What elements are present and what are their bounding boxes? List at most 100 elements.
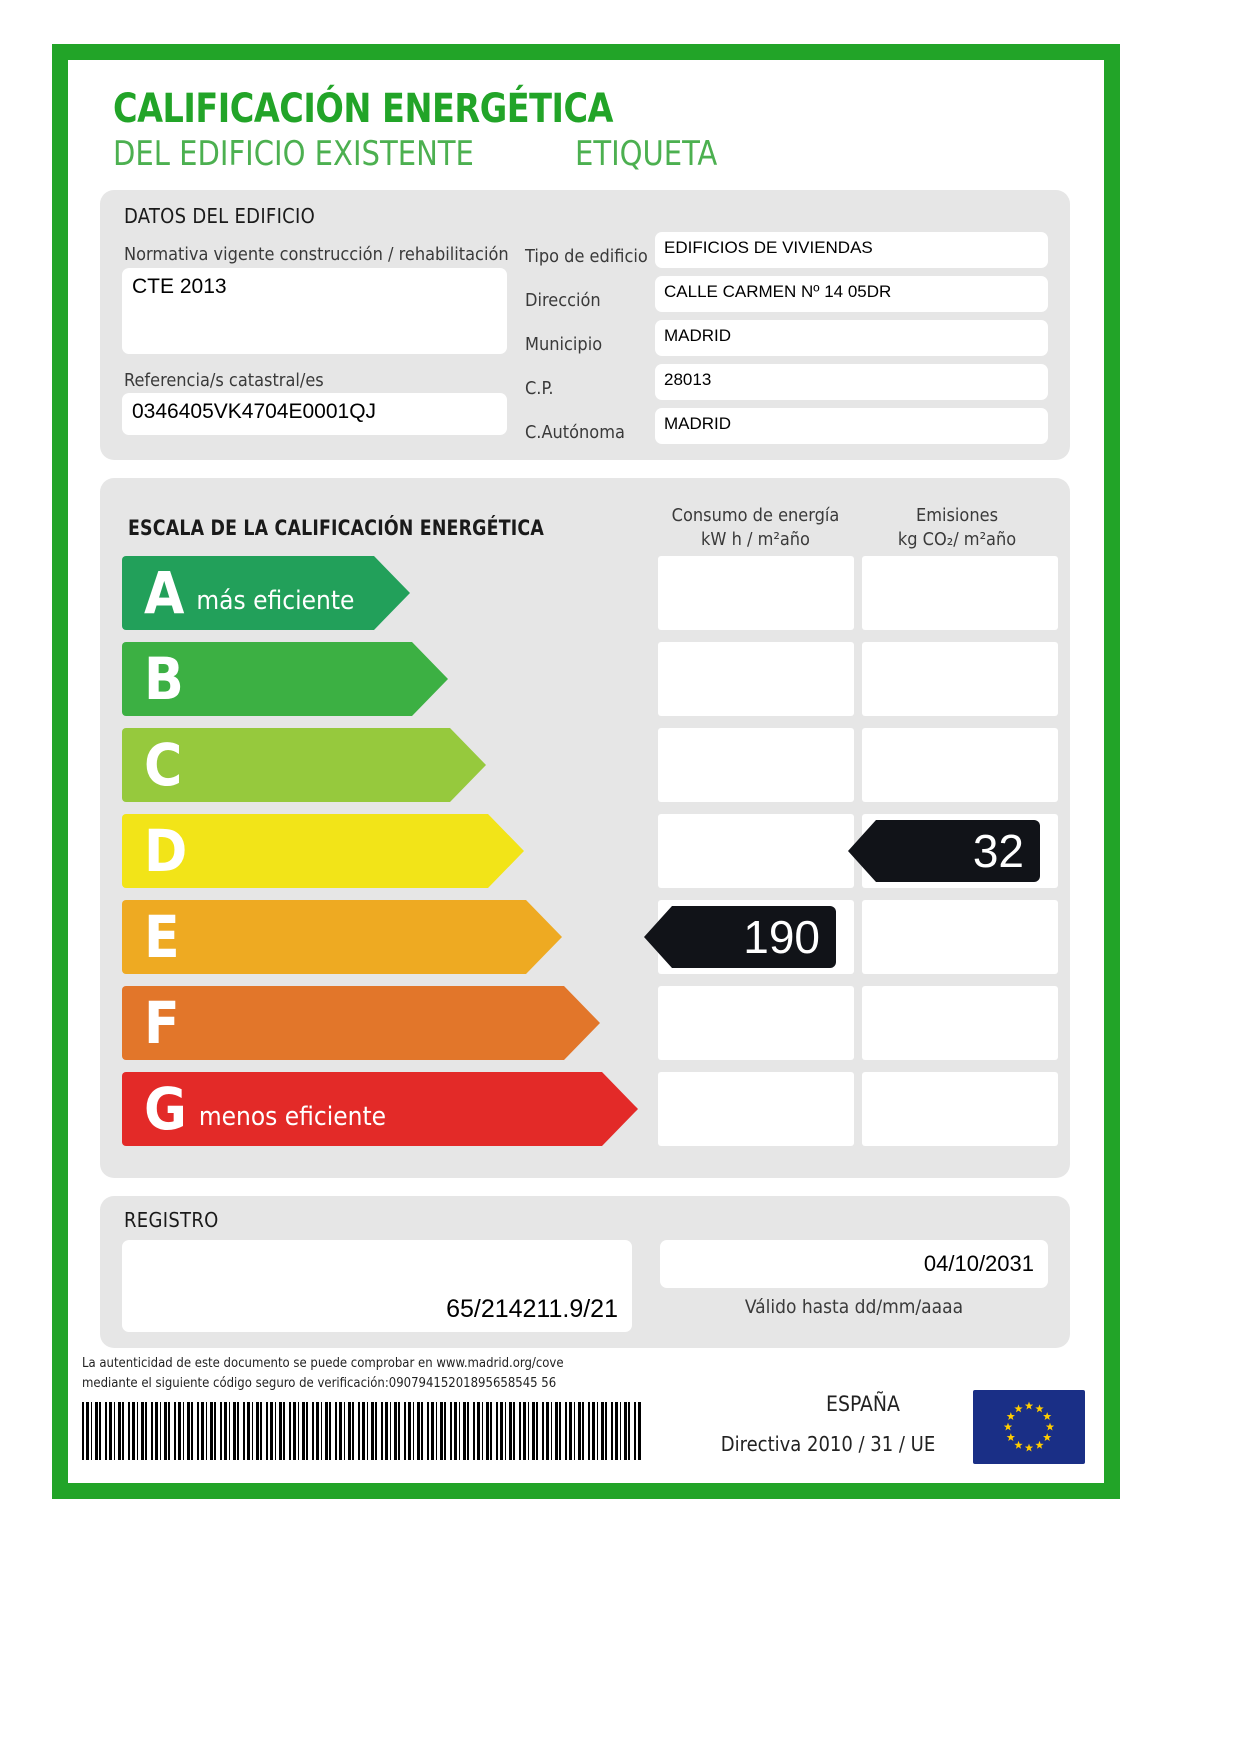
page-subtitle: DEL EDIFICIO EXISTENTE bbox=[113, 134, 474, 174]
emisiones-header-line2: kg CO₂/ m²año bbox=[897, 529, 1017, 551]
consumo-header-line2: kW h / m²año bbox=[701, 529, 810, 551]
verification-line-2: mediante el siguiente código seguro de v… bbox=[82, 1375, 557, 1391]
consumo-cell-a bbox=[658, 556, 854, 630]
emisiones-cell-c bbox=[862, 728, 1058, 802]
rating-arrow-g bbox=[602, 1072, 638, 1146]
rating-bar-f: F bbox=[122, 986, 600, 1060]
referencia-catastral-label: Referencia/s catastral/es bbox=[124, 370, 324, 391]
comunidad-autonoma-label: C.Autónoma bbox=[525, 422, 625, 443]
rating-bar-b: B bbox=[122, 642, 448, 716]
rating-arrow-d bbox=[488, 814, 524, 888]
building-data-title: DATOS DEL EDIFICIO bbox=[124, 204, 316, 228]
eu-flag-icon bbox=[973, 1390, 1085, 1464]
emisiones-value: 32 bbox=[972, 825, 1024, 877]
rating-row-f: F bbox=[100, 982, 1070, 1064]
municipio-value: MADRID bbox=[664, 326, 732, 345]
emisiones-cell-e bbox=[862, 900, 1058, 974]
codigo-postal-field[interactable]: 28013 bbox=[655, 364, 1048, 400]
verification-line-1: La autenticidad de este documento se pue… bbox=[82, 1356, 564, 1371]
emisiones-cell-f bbox=[862, 986, 1058, 1060]
emisiones-value-badge: 32 bbox=[848, 820, 1040, 882]
country-label: ESPAÑA bbox=[826, 1392, 900, 1416]
municipio-field[interactable]: MADRID bbox=[655, 320, 1048, 356]
rating-row-c: C bbox=[100, 724, 1070, 806]
direccion-value: CALLE CARMEN Nº 14 05DR bbox=[664, 282, 892, 301]
registry-title: REGISTRO bbox=[124, 1208, 219, 1232]
rating-arrow-c bbox=[450, 728, 486, 802]
registry-panel: REGISTRO 65/214211.9/21 04/10/2031 Válid… bbox=[100, 1196, 1070, 1348]
direccion-field[interactable]: CALLE CARMEN Nº 14 05DR bbox=[655, 276, 1048, 312]
page-title: CALIFICACIÓN ENERGÉTICA bbox=[113, 86, 613, 132]
emisiones-column-header: Emisiones kg CO₂/ m²año bbox=[862, 504, 1052, 553]
tipo-edificio-field[interactable]: EDIFICIOS DE VIVIENDAS bbox=[655, 232, 1048, 268]
etiqueta-label: ETIQUETA bbox=[574, 134, 718, 174]
consumo-cell-d bbox=[658, 814, 854, 888]
energy-scale-title: ESCALA DE LA CALIFICACIÓN ENERGÉTICA bbox=[128, 516, 544, 540]
rating-note-a: más eficiente bbox=[196, 586, 355, 616]
emisiones-cell-g bbox=[862, 1072, 1058, 1146]
consumo-header-line1: Consumo de energía bbox=[671, 505, 840, 526]
rating-letter-e: E bbox=[144, 903, 180, 971]
registry-number-value: 65/214211.9/21 bbox=[446, 1295, 618, 1323]
normativa-field[interactable]: CTE 2013 bbox=[122, 268, 507, 354]
footer: La autenticidad de este documento se pue… bbox=[68, 1354, 1104, 1484]
referencia-catastral-field[interactable]: 0346405VK4704E0001QJ bbox=[122, 393, 507, 435]
rating-letter-c: C bbox=[144, 731, 183, 799]
rating-letter-b: B bbox=[144, 645, 184, 713]
codigo-postal-value: 28013 bbox=[664, 370, 712, 389]
comunidad-autonoma-field[interactable]: MADRID bbox=[655, 408, 1048, 444]
title-subrow: DEL EDIFICIO EXISTENTE ETIQUETA bbox=[113, 134, 1073, 174]
consumo-cell-c bbox=[658, 728, 854, 802]
rating-letter-f: F bbox=[144, 989, 180, 1057]
registry-date-value: 04/10/2031 bbox=[923, 1251, 1034, 1276]
emisiones-cell-a bbox=[862, 556, 1058, 630]
consumo-cell-g bbox=[658, 1072, 854, 1146]
rating-letter-d: D bbox=[144, 817, 188, 885]
consumo-column-header: Consumo de energía kW h / m²año bbox=[658, 504, 853, 553]
referencia-catastral-value: 0346405VK4704E0001QJ bbox=[132, 400, 377, 423]
building-data-panel: DATOS DEL EDIFICIO Normativa vigente con… bbox=[100, 190, 1070, 460]
normativa-label: Normativa vigente construcción / rehabil… bbox=[124, 244, 509, 265]
registry-date-field[interactable]: 04/10/2031 bbox=[660, 1240, 1048, 1288]
tipo-edificio-value: EDIFICIOS DE VIVIENDAS bbox=[664, 238, 873, 257]
rating-bar-c: C bbox=[122, 728, 486, 802]
emisiones-header-line1: Emisiones bbox=[915, 505, 999, 526]
energy-scale-panel: ESCALA DE LA CALIFICACIÓN ENERGÉTICA Con… bbox=[100, 478, 1070, 1178]
title-block: CALIFICACIÓN ENERGÉTICA DEL EDIFICIO EXI… bbox=[113, 88, 1073, 174]
barcode-icon bbox=[82, 1402, 642, 1460]
consumo-cell-b bbox=[658, 642, 854, 716]
rating-arrow-e bbox=[526, 900, 562, 974]
rating-arrow-a bbox=[374, 556, 410, 630]
consumo-value: 190 bbox=[743, 911, 820, 963]
verification-text: La autenticidad de este documento se pue… bbox=[82, 1354, 564, 1393]
codigo-postal-label: C.P. bbox=[525, 378, 554, 399]
rating-bar-e: E bbox=[122, 900, 562, 974]
rating-arrow-b bbox=[412, 642, 448, 716]
municipio-label: Municipio bbox=[525, 334, 603, 355]
rating-note-g: menos eficiente bbox=[198, 1102, 387, 1132]
comunidad-autonoma-value: MADRID bbox=[664, 414, 732, 433]
tipo-edificio-label: Tipo de edificio bbox=[525, 246, 648, 267]
rating-arrow-f bbox=[564, 986, 600, 1060]
certificate-content: CALIFICACIÓN ENERGÉTICA DEL EDIFICIO EXI… bbox=[68, 60, 1104, 1483]
consumo-value-badge: 190 bbox=[644, 906, 836, 968]
rating-row-e: E 190 bbox=[100, 896, 1070, 978]
emisiones-cell-b bbox=[862, 642, 1058, 716]
eu-stars bbox=[1003, 1401, 1055, 1452]
rating-letter-a: A bbox=[144, 559, 185, 627]
rating-letter-g: G bbox=[144, 1075, 187, 1143]
normativa-value: CTE 2013 bbox=[132, 275, 227, 298]
rating-row-d: D 32 bbox=[100, 810, 1070, 892]
rating-row-b: B bbox=[100, 638, 1070, 720]
valid-until-text: Válido hasta dd/mm/aaaa bbox=[744, 1296, 964, 1318]
directive-label: Directiva 2010 / 31 / UE bbox=[720, 1432, 936, 1456]
consumo-cell-f bbox=[658, 986, 854, 1060]
direccion-label: Dirección bbox=[525, 290, 601, 311]
registry-number-field[interactable]: 65/214211.9/21 bbox=[122, 1240, 632, 1332]
